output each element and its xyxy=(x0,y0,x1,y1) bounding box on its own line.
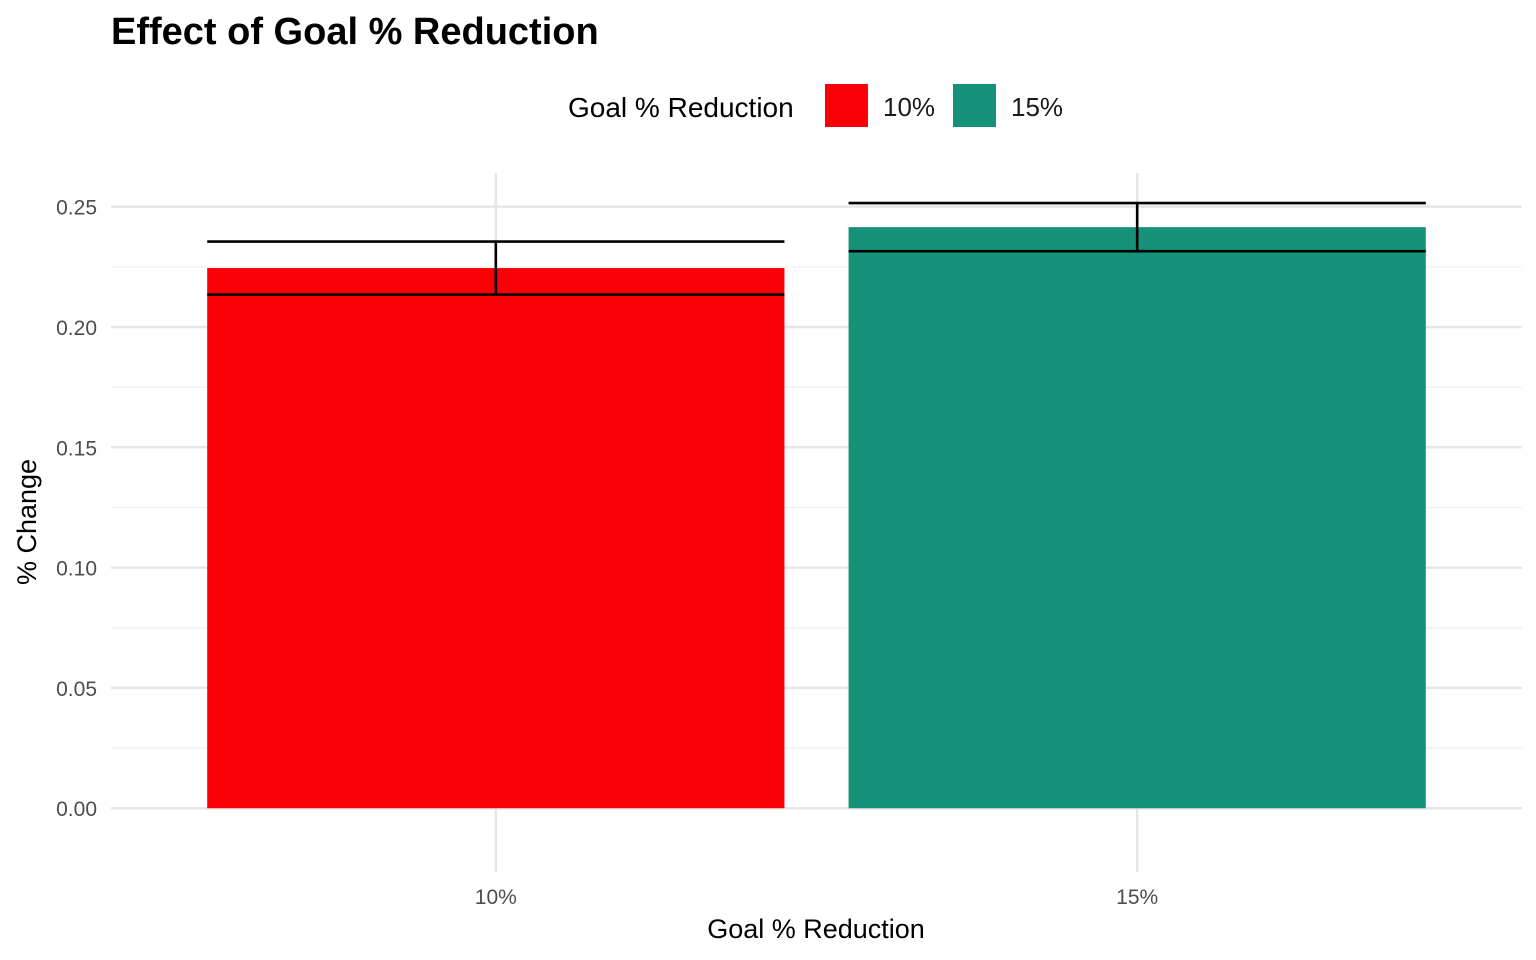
legend-swatch-10 xyxy=(825,84,868,127)
y-tick-label: 0.15 xyxy=(56,437,97,460)
x-axis-ticks: 10% 15% xyxy=(475,886,1158,909)
y-axis-title: % Change xyxy=(12,459,42,585)
error-bar-15% xyxy=(848,201,1426,253)
y-tick-label: 0.10 xyxy=(56,558,97,581)
legend-swatch-15 xyxy=(953,84,996,127)
chart-title: Effect of Goal % Reduction xyxy=(111,11,599,53)
legend: Goal % Reduction 10% 15% xyxy=(568,84,1063,127)
x-tick-label: 15% xyxy=(1116,886,1158,909)
x-tick-label: 10% xyxy=(475,886,517,909)
legend-label-15: 15% xyxy=(1011,92,1063,122)
bars xyxy=(207,227,1426,809)
bar-10% xyxy=(207,268,785,809)
legend-title: Goal % Reduction xyxy=(568,92,794,123)
bar-15% xyxy=(848,227,1426,809)
x-axis-title: Goal % Reduction xyxy=(707,914,925,944)
y-tick-label: 0.00 xyxy=(56,798,97,821)
legend-label-10: 10% xyxy=(883,92,935,122)
y-tick-label: 0.05 xyxy=(56,678,97,701)
error-bar-10% xyxy=(207,240,785,296)
y-tick-label: 0.25 xyxy=(56,197,97,220)
y-axis-ticks: 0.00 0.05 0.10 0.15 0.20 0.25 xyxy=(56,197,97,822)
error-bars xyxy=(207,201,1426,296)
y-tick-label: 0.20 xyxy=(56,317,97,340)
